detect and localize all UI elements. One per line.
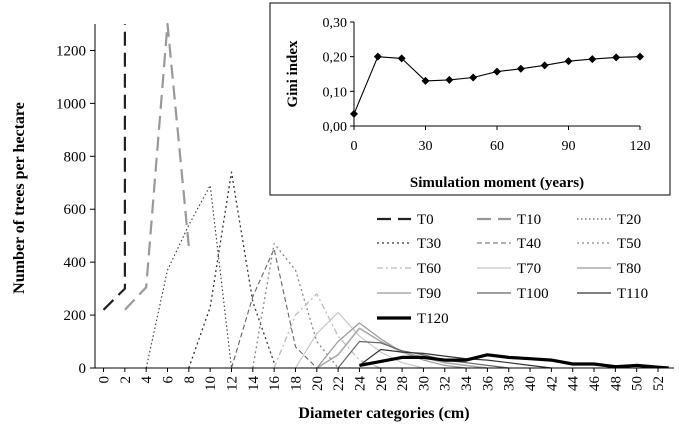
series-line-t40: [230, 248, 318, 368]
x-tick-label: 30: [416, 376, 432, 391]
gini-point: [564, 57, 573, 66]
x-tick-label: 38: [502, 376, 518, 391]
series-line-t120: [359, 353, 669, 368]
x-tick-label: 18: [288, 376, 304, 391]
legend-label-t0: T0: [417, 212, 434, 228]
gini-point: [516, 64, 525, 73]
x-tick-label: 10: [203, 376, 219, 391]
gini-point: [540, 61, 549, 70]
inset-x-tick-label: 0: [351, 139, 358, 154]
legend-label-t100: T100: [517, 286, 549, 302]
x-tick-label: 50: [630, 376, 646, 391]
x-tick-label: 28: [395, 376, 411, 391]
gini-point: [612, 53, 621, 62]
inset-y-tick-label: 0,30: [323, 16, 348, 31]
gini-point: [373, 52, 382, 61]
series-line-t20: [145, 184, 233, 368]
x-tick-label: 16: [267, 376, 283, 392]
legend-label-t20: T20: [617, 212, 641, 228]
inset-x-tick-label: 120: [630, 139, 651, 154]
gini-point: [350, 109, 358, 118]
x-tick-label: 40: [523, 376, 539, 391]
legend-label-t40: T40: [517, 236, 541, 252]
inset-y-ticks: 0,00 0,10 0,20 0,30: [323, 16, 354, 135]
x-tick-label: 42: [544, 376, 560, 391]
y-tick-label: 1200: [56, 43, 86, 59]
series-line-t70: [294, 311, 424, 368]
legend-label-t10: T10: [517, 212, 541, 228]
x-tick-label: 52: [651, 376, 667, 391]
x-tick-label: 4: [139, 376, 155, 384]
series-line-t100: [337, 340, 509, 368]
y-axis-title: Number of trees per hectare: [11, 102, 28, 294]
y-tick-label: 600: [64, 202, 87, 218]
y-ticks: 0 200 400 600 800 1000 1200: [56, 43, 95, 377]
y-tick-label: 0: [79, 361, 87, 377]
x-tick-label: 46: [587, 376, 603, 392]
x-tick-label: 24: [352, 376, 368, 392]
x-tick-label: 32: [438, 376, 454, 391]
x-ticks: 0 2 4 6 8 10 12 14 16 18 20 22 24 26 28 30 32 34 36 38 40 42 4…: [97, 368, 667, 391]
inset-x-ticks: 0 30 60 90 120: [351, 126, 651, 154]
legend-label-t70: T70: [517, 261, 541, 277]
x-tick-label: 48: [608, 376, 624, 391]
series-line-t60: [273, 293, 382, 368]
inset-y-tick-label: 0,10: [323, 85, 348, 100]
main-series-group: [102, 22, 669, 368]
inset-chart: 0,00 0,10 0,20 0,30 0 30 60 90 120 Simulation m…: [269, 2, 671, 196]
gini-point: [493, 67, 501, 76]
gini-point: [421, 76, 430, 85]
series-line-t0: [102, 24, 127, 311]
legend-label-t60: T60: [417, 261, 441, 277]
legend-label-t80: T80: [617, 261, 641, 277]
inset-series: [350, 52, 644, 118]
x-axis-title: Diameter categories (cm): [298, 405, 469, 422]
legend: T0 T10 T20 T30 T40 T50 T60 T70 T80 T90 T100 T110 T12…: [377, 212, 648, 327]
series-line-t80: [316, 322, 467, 368]
inset-x-tick-label: 90: [562, 139, 576, 154]
x-tick-label: 20: [310, 376, 326, 391]
x-tick-label: 14: [246, 376, 262, 392]
x-tick-label: 34: [459, 376, 475, 392]
x-tick-label: 8: [182, 376, 198, 384]
legend-label-t120: T120: [417, 311, 449, 327]
x-tick-label: 6: [161, 376, 177, 384]
gini-point: [636, 52, 644, 61]
legend-label-t90: T90: [417, 286, 441, 302]
gini-point: [397, 54, 406, 63]
inset-y-tick-label: 0,20: [323, 51, 348, 66]
inset-x-tick-label: 30: [419, 139, 433, 154]
series-line-t10: [124, 22, 190, 311]
y-tick-label: 800: [64, 149, 87, 165]
legend-label-t50: T50: [617, 236, 641, 252]
x-tick-label: 44: [566, 376, 582, 392]
series-line-t30: [188, 171, 275, 368]
y-tick-label: 1000: [56, 96, 86, 112]
legend-label-t110: T110: [617, 286, 648, 302]
x-tick-label: 2: [118, 376, 134, 384]
inset-x-tick-label: 60: [490, 139, 504, 154]
gini-point: [588, 55, 597, 64]
x-tick-label: 26: [374, 376, 390, 392]
inset-y-axis-title: Gini index: [285, 40, 301, 108]
y-tick-label: 200: [64, 308, 87, 324]
inset-frame: [269, 2, 671, 196]
x-tick-label: 36: [480, 376, 496, 392]
series-line-t110: [359, 348, 552, 368]
gini-point: [469, 73, 478, 82]
series-line-t50: [252, 242, 339, 368]
x-tick-label: 12: [224, 376, 240, 391]
y-tick-label: 400: [64, 255, 87, 271]
legend-label-t30: T30: [417, 236, 441, 252]
gini-point: [445, 75, 454, 84]
x-tick-label: 0: [97, 376, 113, 384]
x-tick-label: 22: [331, 376, 347, 391]
inset-x-axis-title: Simulation moment (years): [410, 175, 584, 191]
inset-y-tick-label: 0,00: [323, 120, 348, 135]
